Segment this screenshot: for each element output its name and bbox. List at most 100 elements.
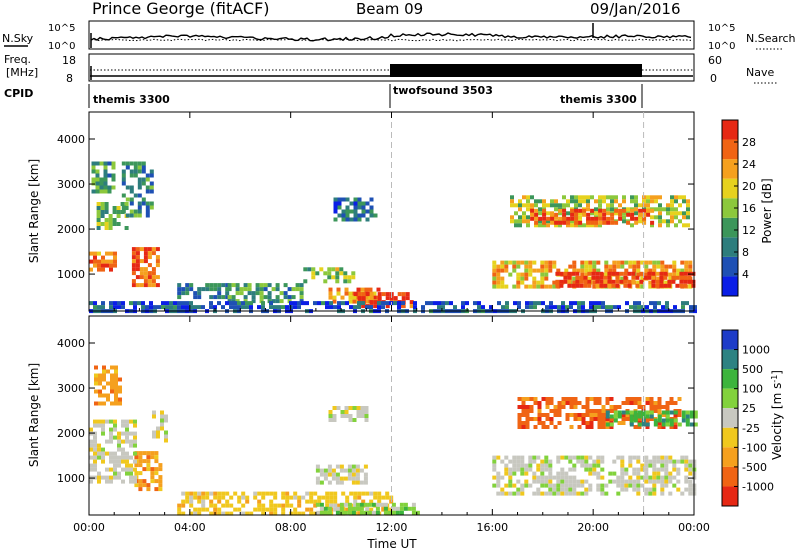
heatmap-cell-r1 xyxy=(154,455,159,460)
heatmap-cell-r2 xyxy=(113,459,117,464)
heatmap-cell-r6 xyxy=(352,418,357,422)
heatmap-cell-r9 xyxy=(560,467,565,472)
heatmap-cell-r15 xyxy=(549,305,553,310)
heatmap-cell-r7 xyxy=(351,476,356,481)
heatmap-cell-r13 xyxy=(492,276,497,281)
velocity-colorbar-label-5: -100 xyxy=(742,441,767,454)
heatmap-cell-r8 xyxy=(645,417,650,421)
heatmap-cell-r5 xyxy=(225,295,230,300)
heatmap-cell-r9 xyxy=(644,467,649,472)
heatmap-cell-r9 xyxy=(644,487,649,492)
heatmap-cell-r9 xyxy=(672,467,677,472)
heatmap-cell-r8 xyxy=(585,401,590,405)
heatmap-cell-r7 xyxy=(343,279,348,284)
xtick-label-5: 20:00 xyxy=(577,521,609,534)
heatmap-cell-r13 xyxy=(516,264,521,269)
heatmap-cell-r8 xyxy=(517,425,522,429)
heatmap-cell-r1 xyxy=(96,218,101,222)
heatmap-cell-r9 xyxy=(628,463,633,468)
heatmap-cell-r9 xyxy=(668,491,673,496)
heatmap-cell-r4 xyxy=(155,255,160,260)
heatmap-cell-r9 xyxy=(357,292,362,297)
heatmap-cell-r10 xyxy=(645,410,650,415)
heatmap-cell-r13 xyxy=(492,260,497,265)
heatmap-cell-r10 xyxy=(693,410,698,415)
heatmap-cell-r9 xyxy=(648,491,653,496)
velocity-colorbar-segment-6 xyxy=(722,447,738,467)
heatmap-cell-r5 xyxy=(379,502,384,507)
heatmap-cell-r9 xyxy=(409,300,414,305)
heatmap-cell-r13 xyxy=(672,260,677,265)
heatmap-cell-r4 xyxy=(377,491,382,496)
heatmap-cell-r8 xyxy=(585,413,590,417)
heatmap-cell-r4 xyxy=(345,507,350,512)
heatmap-cell-r12 xyxy=(590,208,595,213)
heatmap-cell-r13 xyxy=(552,280,557,285)
heatmap-cell-r13 xyxy=(592,260,597,265)
freq-label-line2: [MHz] xyxy=(6,66,38,79)
heatmap-cell-r0 xyxy=(102,373,106,378)
heatmap-cell-r9 xyxy=(397,292,402,297)
heatmap-cell-r15 xyxy=(433,301,437,306)
heatmap-cell-r5 xyxy=(375,510,380,515)
heatmap-cell-r8 xyxy=(561,401,566,405)
heatmap-cell-r9 xyxy=(516,467,521,472)
heatmap-cell-r10 xyxy=(353,217,358,222)
heatmap-cell-r13 xyxy=(496,284,501,289)
heatmap-cell-r0 xyxy=(114,385,118,390)
noise-left-label: N.Sky xyxy=(2,32,34,45)
heatmap-cell-r8 xyxy=(557,421,562,425)
heatmap-cell-r5 xyxy=(193,291,198,296)
heatmap-cell-r10 xyxy=(341,209,346,214)
heatmap-cell-r13 xyxy=(492,268,497,273)
heatmap-cell-r4 xyxy=(135,255,140,260)
heatmap-cell-r1 xyxy=(108,218,113,222)
heatmap-cell-r10 xyxy=(337,213,342,218)
heatmap-cell-r9 xyxy=(564,455,569,460)
heatmap-cell-r0 xyxy=(103,173,108,178)
heatmap-cell-r2 xyxy=(97,479,101,484)
heatmap-cell-r0 xyxy=(114,381,118,386)
heatmap-cell-r3 xyxy=(141,161,146,166)
heatmap-cell-r1 xyxy=(142,483,147,488)
heatmap-cell-r11 xyxy=(546,203,550,208)
heatmap-cell-r8 xyxy=(569,425,574,429)
heatmap-cell-r8 xyxy=(661,405,666,409)
heatmap-cell-r5 xyxy=(371,502,376,507)
heatmap-cell-r0 xyxy=(99,161,104,166)
heatmap-cell-r4 xyxy=(233,507,238,512)
heatmap-cell-r14 xyxy=(591,271,596,276)
heatmap-cell-r6 xyxy=(267,291,272,296)
heatmap-cell-r15 xyxy=(377,301,381,306)
heatmap-cell-r10 xyxy=(637,414,642,419)
heatmap-cell-r1 xyxy=(134,483,139,488)
heatmap-cell-r3 xyxy=(164,434,168,439)
heatmap-cell-r15 xyxy=(661,305,665,310)
heatmap-cell-r15 xyxy=(517,305,521,310)
heatmap-cell-r10 xyxy=(613,418,618,423)
heatmap-cell-r4 xyxy=(317,499,322,504)
heatmap-cell-r14 xyxy=(563,275,568,280)
heatmap-cell-r5 xyxy=(391,506,396,511)
heatmap-cell-r15 xyxy=(689,305,693,310)
heatmap-cell-r11 xyxy=(610,203,614,208)
heatmap-cell-r9 xyxy=(684,455,689,460)
heatmap-cell-r9 xyxy=(536,475,541,480)
heatmap-cell-r15 xyxy=(281,305,285,310)
heatmap-cell-r9 xyxy=(600,491,605,496)
heatmap-cell-r4 xyxy=(143,255,148,260)
heatmap-cell-r15 xyxy=(581,305,585,310)
heatmap-cell-r9 xyxy=(656,479,661,484)
heatmap-cell-r8 xyxy=(565,413,570,417)
heatmap-cell-r8 xyxy=(625,401,630,405)
heatmap-cell-r11 xyxy=(522,203,526,208)
heatmap-cell-r7 xyxy=(323,279,328,284)
heatmap-cell-r9 xyxy=(548,491,553,496)
heatmap-cell-r15 xyxy=(649,301,653,306)
heatmap-cell-r9 xyxy=(664,471,669,476)
heatmap-cell-r9 xyxy=(373,300,378,305)
heatmap-cell-r4 xyxy=(143,247,148,252)
heatmap-cell-r4 xyxy=(139,267,144,272)
heatmap-cell-r8 xyxy=(565,397,570,401)
